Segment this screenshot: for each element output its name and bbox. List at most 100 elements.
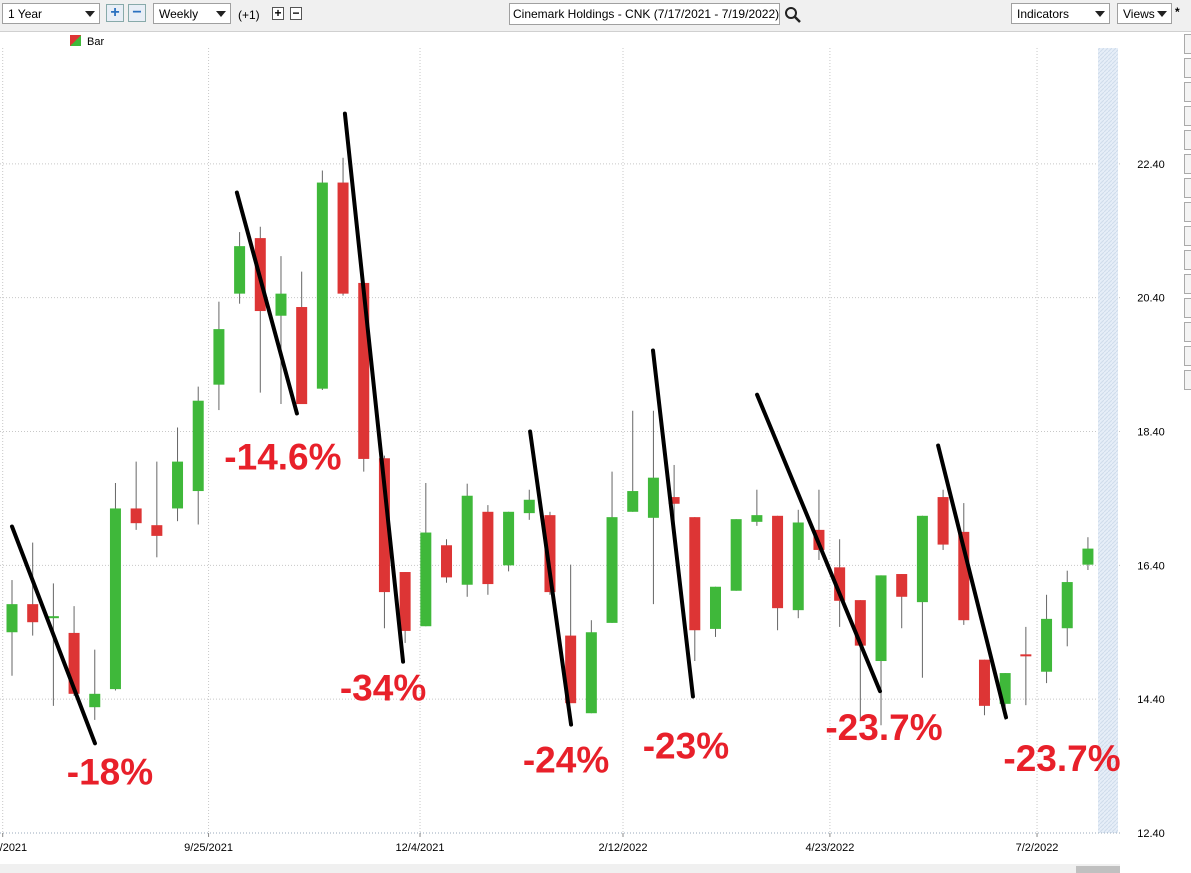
offset-label: (+1) — [238, 8, 260, 22]
legend-label: Bar — [87, 36, 105, 48]
side-tools — [1184, 34, 1191, 834]
candle-body — [1061, 582, 1073, 629]
x-tick-label: 7/17/2021 — [0, 842, 27, 854]
candle-body — [172, 461, 184, 509]
candle-body — [213, 329, 225, 385]
side-button[interactable] — [1184, 202, 1191, 222]
y-tick-label: 16.40 — [1137, 560, 1165, 572]
candle-body — [461, 495, 473, 585]
zoom-in[interactable]: + — [106, 4, 124, 22]
candle-body — [482, 511, 494, 585]
trend-line — [234, 190, 299, 416]
candle-body — [668, 497, 680, 504]
x-tick-label: 4/23/2022 — [805, 842, 854, 854]
side-button[interactable] — [1184, 298, 1191, 318]
side-button[interactable] — [1184, 226, 1191, 246]
candle-body — [689, 517, 701, 631]
candle-body — [544, 515, 556, 593]
candle-body — [130, 508, 142, 524]
candle-body — [1041, 618, 1053, 672]
change-label: -23.7% — [825, 707, 942, 748]
offset-minus[interactable]: − — [290, 7, 302, 20]
x-tick-label: 9/25/2021 — [184, 842, 233, 854]
symbol-box[interactable]: Cinemark Holdings - CNK (7/17/2021 - 7/1… — [509, 3, 780, 25]
candle-body — [792, 522, 804, 611]
candle-body — [751, 515, 763, 522]
legend: Bar — [70, 35, 104, 48]
candle-body — [875, 575, 887, 662]
candle-body — [606, 517, 618, 623]
trend-line — [755, 392, 882, 694]
change-label: -18% — [67, 751, 153, 792]
candle-body — [358, 282, 370, 459]
candle-body — [441, 545, 453, 578]
change-label: -34% — [340, 668, 426, 709]
candle-body — [647, 477, 659, 518]
candle-body — [1020, 654, 1032, 657]
candle-body — [378, 458, 390, 593]
y-tick-label: 22.40 — [1137, 159, 1165, 171]
candle-body — [27, 604, 39, 623]
side-button[interactable] — [1184, 178, 1191, 198]
candle-body — [275, 293, 287, 316]
candle-body — [337, 182, 349, 294]
candle-body — [68, 632, 80, 694]
candle-body — [6, 604, 18, 633]
y-tick-label: 20.40 — [1137, 293, 1165, 305]
side-button[interactable] — [1184, 322, 1191, 342]
side-button[interactable] — [1184, 106, 1191, 126]
side-button[interactable] — [1184, 82, 1191, 102]
candle-body — [916, 515, 928, 603]
scroll-thumb[interactable] — [1076, 866, 1120, 873]
candle-body — [585, 632, 597, 714]
interval-select[interactable]: Weekly — [153, 3, 231, 24]
candle-body — [192, 400, 204, 492]
chart: 12.40 14.40 16.40 18.40 20.40 22.40 7/17/2021 9… — [0, 48, 1165, 873]
y-tick-label: 14.40 — [1137, 694, 1165, 706]
candle-body — [999, 673, 1011, 704]
candle-body — [772, 515, 784, 609]
x-tick-label: 7/2/2022 — [1016, 842, 1059, 854]
trend-line — [936, 443, 1008, 720]
scrollbar[interactable] — [0, 864, 1120, 873]
candle-body — [937, 497, 949, 545]
candle-body — [523, 499, 535, 514]
side-button[interactable] — [1184, 370, 1191, 390]
candle-body — [896, 574, 908, 597]
change-label: -24% — [523, 740, 609, 781]
zoom-out[interactable]: − — [128, 4, 146, 22]
views-select[interactable]: Views — [1117, 3, 1172, 24]
side-button[interactable] — [1184, 154, 1191, 174]
candle-body — [958, 531, 970, 621]
candle-body — [709, 586, 721, 629]
candle-body — [565, 635, 577, 704]
trend-line — [528, 429, 574, 727]
y-tick-label: 18.40 — [1137, 426, 1165, 438]
candle-body — [151, 525, 163, 536]
candle-body — [978, 659, 990, 706]
x-tick-label: 12/4/2021 — [396, 842, 445, 854]
candle-body — [834, 567, 846, 601]
indicators-select[interactable]: Indicators — [1011, 3, 1110, 24]
side-button[interactable] — [1184, 58, 1191, 78]
candle-body — [316, 182, 328, 389]
side-button[interactable] — [1184, 34, 1191, 54]
offset-plus[interactable]: + — [272, 7, 284, 20]
side-button[interactable] — [1184, 130, 1191, 150]
candle-body — [627, 491, 639, 512]
search-icon[interactable] — [784, 6, 802, 24]
side-button[interactable] — [1184, 250, 1191, 270]
future-area — [1098, 48, 1118, 833]
candle-body — [296, 307, 308, 405]
x-tick-label: 2/12/2022 — [599, 842, 648, 854]
trend-line — [651, 348, 695, 699]
change-label: -23% — [643, 725, 729, 766]
candle-body — [854, 600, 866, 646]
change-label: -23.7% — [1003, 738, 1120, 779]
period-select[interactable]: 1 Year — [2, 3, 100, 24]
candle-body — [47, 616, 59, 619]
side-button[interactable] — [1184, 346, 1191, 366]
candle-body — [730, 519, 742, 591]
side-button[interactable] — [1184, 274, 1191, 294]
